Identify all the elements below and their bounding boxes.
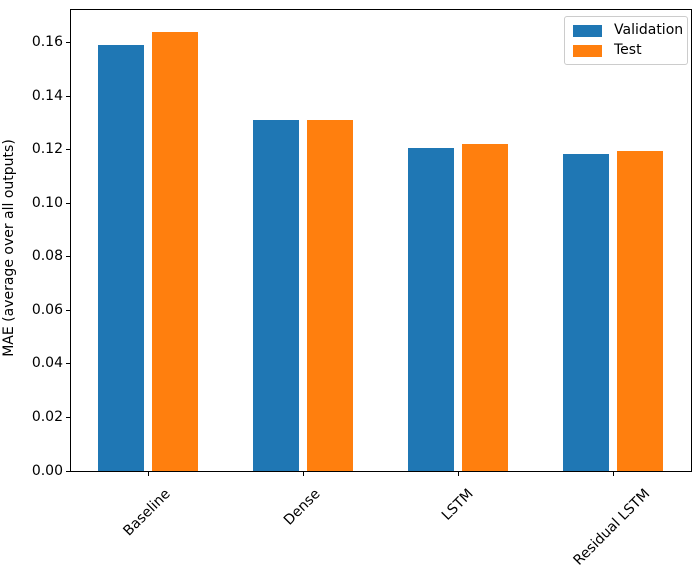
bar-validation-lstm — [407, 148, 454, 471]
plot-area — [70, 9, 692, 472]
y-axis-label: MAE (average over all outputs) — [1, 139, 17, 357]
x-tick-mark — [147, 472, 149, 476]
legend-label-validation: Validation — [614, 22, 684, 38]
x-tick-label-lstm: LSTM — [438, 486, 477, 524]
y-tick-label: 0.08 — [31, 248, 63, 265]
legend: Validation Test — [564, 16, 688, 65]
y-tick-label: 0.16 — [31, 34, 63, 51]
x-tick-mark — [302, 472, 304, 476]
y-tick-label: 0.12 — [31, 141, 63, 158]
bar-validation-baseline — [97, 45, 144, 471]
legend-swatch-validation — [573, 24, 602, 37]
y-tick-label: 0.04 — [31, 355, 63, 372]
x-tick-mark — [457, 472, 459, 476]
legend-item-test: Test — [573, 42, 679, 59]
y-tick-label: 0.06 — [31, 301, 63, 318]
x-tick-label-baseline: Baseline — [120, 486, 175, 540]
bar-test-dense — [306, 120, 353, 471]
legend-label-test: Test — [614, 42, 642, 58]
bar-validation-dense — [252, 120, 299, 471]
bar-test-residual-lstm — [616, 151, 663, 471]
x-tick-mark — [612, 472, 614, 476]
bar-test-lstm — [461, 144, 508, 471]
y-tick-label: 0.02 — [31, 408, 63, 425]
legend-item-validation: Validation — [573, 22, 683, 39]
y-tick-label: 0.10 — [31, 194, 63, 211]
y-tick-label: 0.00 — [31, 462, 63, 479]
y-tick-label: 0.14 — [31, 87, 63, 104]
x-tick-label-dense: Dense — [280, 486, 324, 529]
legend-swatch-test — [573, 44, 602, 57]
x-tick-label-residual-lstm: Residual LSTM — [570, 486, 654, 569]
bar-validation-residual-lstm — [562, 153, 609, 471]
bar-test-baseline — [151, 32, 198, 471]
